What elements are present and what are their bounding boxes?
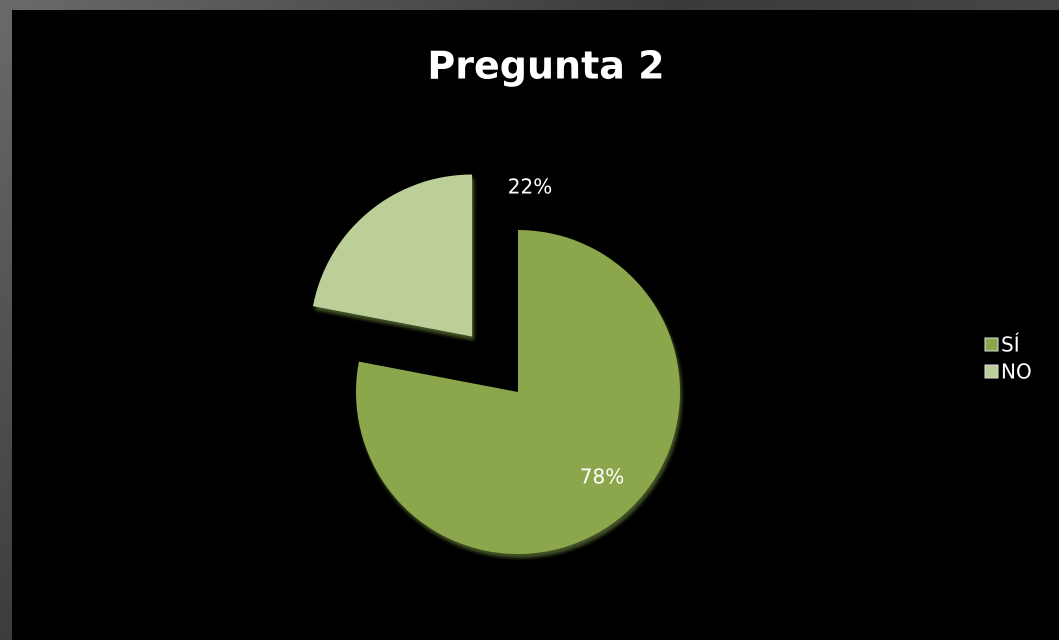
pie-slice bbox=[312, 174, 473, 337]
pie bbox=[312, 174, 681, 555]
legend-swatch bbox=[984, 364, 999, 379]
data-label: 78% bbox=[580, 465, 624, 489]
legend-label: SÍ bbox=[1001, 333, 1020, 357]
data-label: 22% bbox=[508, 175, 552, 199]
legend-label: NO bbox=[1001, 360, 1032, 384]
legend-swatch bbox=[984, 337, 999, 352]
pie-slice bbox=[356, 230, 681, 555]
chart-title: Pregunta 2 bbox=[427, 44, 664, 88]
